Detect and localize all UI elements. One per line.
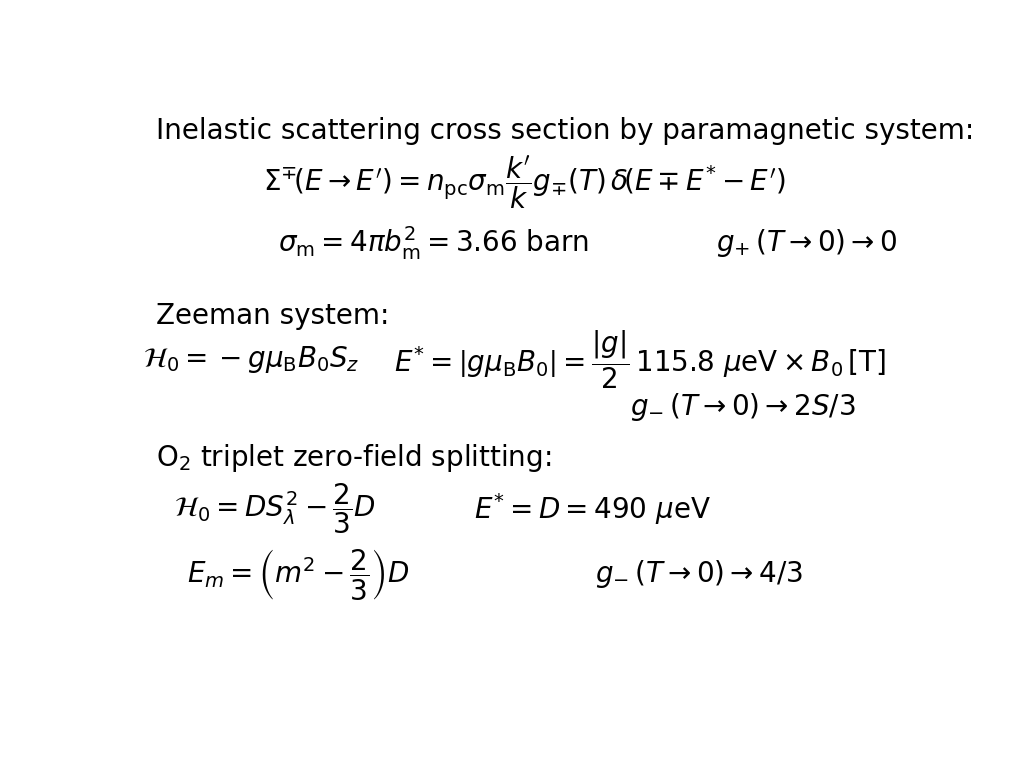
Text: Inelastic scattering cross section by paramagnetic system:: Inelastic scattering cross section by pa… xyxy=(156,117,974,145)
Text: $\sigma_{\mathrm{m}} = 4\pi b_{\mathrm{m}}^{2} = 3.66\ \mathrm{barn}$: $\sigma_{\mathrm{m}} = 4\pi b_{\mathrm{m… xyxy=(278,224,589,262)
Text: $\Sigma^{\mp}\!\left(E \rightarrow E'\right) = n_{\mathrm{pc}}\sigma_{\mathrm{m}: $\Sigma^{\mp}\!\left(E \rightarrow E'\ri… xyxy=(263,155,786,213)
Text: $\mathcal{H}_{0} = DS_{\lambda}^{2} - \dfrac{2}{3}D$: $\mathcal{H}_{0} = DS_{\lambda}^{2} - \d… xyxy=(174,482,376,536)
Text: $\mathcal{H}_{0} = -g\mu_{\mathrm{B}}B_{0}S_{z}$: $\mathcal{H}_{0} = -g\mu_{\mathrm{B}}B_{… xyxy=(142,344,359,375)
Text: $E^{*} = \left|g\mu_{\mathrm{B}}B_{0}\right| = \dfrac{|g|}{2}\,115.8\ \mu\mathrm: $E^{*} = \left|g\mu_{\mathrm{B}}B_{0}\ri… xyxy=(394,328,886,391)
Text: $E^{*} = D = 490\ \mu\mathrm{eV}$: $E^{*} = D = 490\ \mu\mathrm{eV}$ xyxy=(474,491,711,527)
Text: $E_{m} = \left(m^{2} - \dfrac{2}{3}\right)D$: $E_{m} = \left(m^{2} - \dfrac{2}{3}\righ… xyxy=(187,547,410,601)
Text: $g_{+}\,(T \rightarrow 0) \rightarrow 0$: $g_{+}\,(T \rightarrow 0) \rightarrow 0$ xyxy=(716,227,897,259)
Text: Zeeman system:: Zeeman system: xyxy=(156,302,389,329)
Text: $\mathrm{O}_{2}$ triplet zero-field splitting:: $\mathrm{O}_{2}$ triplet zero-field spli… xyxy=(156,442,551,474)
Text: $g_{-}\,(T \rightarrow 0) \rightarrow 4/3$: $g_{-}\,(T \rightarrow 0) \rightarrow 4/… xyxy=(595,558,804,590)
Text: $g_{-}\,(T \rightarrow 0) \rightarrow 2S/3$: $g_{-}\,(T \rightarrow 0) \rightarrow 2S… xyxy=(630,391,856,422)
